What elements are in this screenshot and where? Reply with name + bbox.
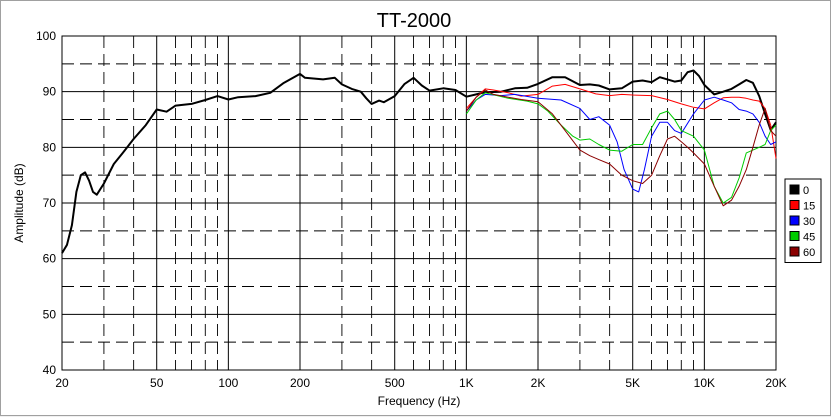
x-tick-label: 1K [459, 376, 474, 390]
y-axis-ticks: 40 50 60 70 80 90 100 [36, 29, 56, 377]
series-line-0 [61, 69, 777, 254]
series-line-30 [466, 93, 777, 193]
legend-swatch-60 [789, 246, 800, 257]
x-axis-label: Frequency (Hz) [378, 394, 461, 408]
legend-label-60: 60 [803, 247, 815, 259]
legend-label-15: 15 [803, 201, 815, 213]
legend-swatch-15 [789, 200, 800, 210]
x-tick-label: 100 [218, 376, 238, 390]
y-tick-label: 100 [36, 29, 56, 43]
legend-swatch-45 [789, 231, 800, 241]
y-tick-label: 80 [43, 140, 57, 154]
plot-area [61, 35, 777, 371]
x-tick-label: 5K [625, 376, 640, 390]
series-line-60 [465, 89, 777, 207]
legend-label-0: 0 [803, 185, 809, 197]
legend-swatch-0 [789, 184, 800, 195]
x-axis-ticks: 20 50 100 200 500 1K 2K 5K 10K 20K [55, 376, 786, 390]
y-tick-label: 70 [43, 196, 57, 210]
x-tick-label: 10K [694, 376, 715, 390]
x-tick-label: 200 [290, 376, 310, 390]
legend-label-45: 45 [803, 232, 815, 244]
x-tick-label: 20K [765, 376, 786, 390]
series-lines [61, 69, 777, 254]
chart-title: TT-2000 [377, 10, 451, 32]
x-tick-label: 500 [385, 376, 405, 390]
legend-swatch-30 [789, 215, 800, 226]
x-tick-label: 50 [150, 376, 164, 390]
grid [62, 36, 776, 370]
legend-label-30: 30 [803, 216, 815, 228]
y-tick-label: 90 [43, 85, 57, 99]
series-line-45 [465, 92, 777, 204]
y-axis-label: Amplitude (dB) [12, 163, 26, 242]
legend: 0 15 30 45 60 [784, 178, 822, 263]
y-tick-label: 60 [43, 252, 57, 266]
y-tick-label: 40 [43, 363, 57, 377]
x-tick-label: 2K [531, 376, 546, 390]
x-tick-label: 20 [55, 376, 69, 390]
y-tick-label: 50 [43, 307, 57, 321]
